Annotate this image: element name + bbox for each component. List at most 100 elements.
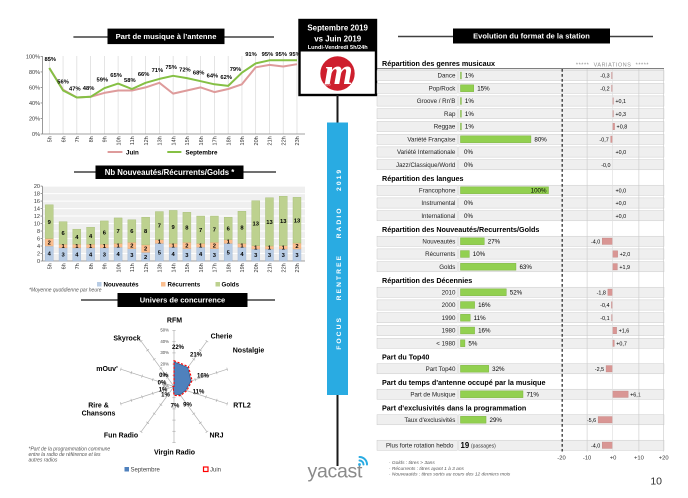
svg-text:14h: 14h xyxy=(171,263,177,272)
svg-text:6: 6 xyxy=(103,231,107,237)
svg-text:+1,9: +1,9 xyxy=(619,265,630,271)
svg-text:1: 1 xyxy=(268,246,272,252)
svg-text:Septembre 2019: Septembre 2019 xyxy=(307,24,368,33)
svg-text:Variété Internationale: Variété Internationale xyxy=(397,149,456,156)
svg-text:Répartition des Décennies: Répartition des Décennies xyxy=(382,276,472,285)
svg-text:1: 1 xyxy=(254,245,258,251)
svg-text:16h: 16h xyxy=(199,263,205,272)
svg-text:5h: 5h xyxy=(48,136,54,142)
svg-text:1: 1 xyxy=(227,240,231,246)
svg-text:0%: 0% xyxy=(159,373,168,379)
svg-text:5h: 5h xyxy=(48,263,54,269)
svg-text:Rire &: Rire & xyxy=(88,403,109,410)
svg-text:47%: 47% xyxy=(69,87,81,93)
svg-text:19h: 19h xyxy=(240,263,246,272)
svg-text:(passages): (passages) xyxy=(471,443,496,449)
svg-text:3: 3 xyxy=(61,253,65,259)
svg-text:6h: 6h xyxy=(61,263,67,269)
svg-text:+10: +10 xyxy=(634,456,644,462)
svg-text:10%: 10% xyxy=(473,251,486,258)
svg-text:16%: 16% xyxy=(478,302,491,309)
svg-text:17h: 17h xyxy=(213,136,219,145)
svg-text:16: 16 xyxy=(34,199,40,205)
svg-text:1%: 1% xyxy=(465,98,474,105)
svg-text:18h: 18h xyxy=(226,263,232,272)
svg-text:1%: 1% xyxy=(465,111,474,118)
svg-text:20h: 20h xyxy=(254,136,260,145)
svg-text:Chansons: Chansons xyxy=(82,411,116,418)
svg-text:32%: 32% xyxy=(492,366,505,373)
svg-text:8: 8 xyxy=(185,225,189,231)
svg-text:Part d'exclusivités dans la pr: Part d'exclusivités dans la programmatio… xyxy=(382,403,526,412)
svg-text:8: 8 xyxy=(144,229,148,235)
svg-text:Dance: Dance xyxy=(438,73,456,80)
svg-text:Récurrents: Récurrents xyxy=(168,281,201,288)
svg-text:Pop/Rock: Pop/Rock xyxy=(429,85,457,92)
svg-text:+20: +20 xyxy=(659,456,669,462)
svg-text:15%: 15% xyxy=(477,85,490,92)
svg-text:2: 2 xyxy=(144,255,147,261)
svg-text:3: 3 xyxy=(282,253,286,259)
svg-text:71%: 71% xyxy=(152,68,164,74)
svg-text:Septembre: Septembre xyxy=(186,149,219,156)
svg-text:1: 1 xyxy=(61,244,65,250)
svg-text:1: 1 xyxy=(89,244,93,250)
svg-text:8h: 8h xyxy=(89,136,95,142)
svg-text:4: 4 xyxy=(48,252,52,258)
svg-text:52%: 52% xyxy=(510,289,523,296)
svg-text:9%: 9% xyxy=(183,403,192,409)
svg-text:3: 3 xyxy=(213,253,217,259)
svg-text:23h: 23h xyxy=(295,263,301,272)
svg-text:17h: 17h xyxy=(213,263,219,272)
svg-text:22%: 22% xyxy=(172,345,185,351)
svg-text:79%: 79% xyxy=(230,67,242,73)
svg-text:< 1980: < 1980 xyxy=(436,340,456,347)
svg-text:71%: 71% xyxy=(526,391,539,398)
svg-text:10: 10 xyxy=(34,222,40,228)
svg-text:2010: 2010 xyxy=(442,289,456,296)
svg-text:-0,4: -0,4 xyxy=(600,303,609,309)
svg-text:Evolution du format de la stat: Evolution du format de la station xyxy=(473,32,590,41)
svg-text:1990: 1990 xyxy=(442,315,456,322)
svg-text:3: 3 xyxy=(130,253,134,259)
svg-text:27%: 27% xyxy=(488,238,501,245)
svg-text:-0,2: -0,2 xyxy=(600,86,609,92)
svg-text:Univers de concurrence: Univers de concurrence xyxy=(140,296,225,305)
svg-text:56%: 56% xyxy=(57,80,69,86)
svg-text:10: 10 xyxy=(650,476,662,488)
svg-text:1980: 1980 xyxy=(442,328,456,335)
svg-text:16%: 16% xyxy=(197,374,210,380)
svg-text:7: 7 xyxy=(158,224,161,230)
svg-text:Fun Radio: Fun Radio xyxy=(104,433,138,440)
svg-text:+0,0: +0,0 xyxy=(616,188,627,194)
svg-text:2: 2 xyxy=(185,244,188,250)
svg-text:+0,0: +0,0 xyxy=(616,150,627,156)
svg-text:Répartition des genres musicau: Répartition des genres musicaux xyxy=(382,59,495,68)
svg-text:64%: 64% xyxy=(207,74,219,80)
svg-text:Rap: Rap xyxy=(444,111,456,118)
svg-text:0%: 0% xyxy=(163,384,169,389)
svg-text:1: 1 xyxy=(240,243,244,249)
svg-text:Nb Nouveautés/Récurrents/Golds: Nb Nouveautés/Récurrents/Golds * xyxy=(105,168,236,177)
svg-text:Golds: Golds xyxy=(439,264,455,271)
svg-text:13h: 13h xyxy=(158,136,164,145)
svg-text:9: 9 xyxy=(48,220,52,226)
svg-text:1: 1 xyxy=(282,245,286,251)
svg-text:+0,3: +0,3 xyxy=(615,112,626,118)
svg-text:40%: 40% xyxy=(29,101,40,107)
svg-text:13: 13 xyxy=(252,221,259,227)
svg-text:12h: 12h xyxy=(144,136,150,145)
svg-text:19: 19 xyxy=(461,441,470,450)
svg-text:6: 6 xyxy=(130,229,134,235)
svg-text:21h: 21h xyxy=(268,263,274,272)
svg-text:+1,6: +1,6 xyxy=(619,329,630,335)
svg-text:100%: 100% xyxy=(531,187,547,194)
svg-text:16%: 16% xyxy=(478,328,491,335)
svg-text:+0,0: +0,0 xyxy=(616,201,627,207)
svg-text:RFM: RFM xyxy=(167,318,182,325)
svg-text:60%: 60% xyxy=(29,85,40,91)
svg-text:-10: -10 xyxy=(583,456,591,462)
svg-text:0%: 0% xyxy=(464,149,473,156)
svg-text:Jazz/Classique/World: Jazz/Classique/World xyxy=(396,162,456,169)
svg-text:4: 4 xyxy=(89,234,93,240)
